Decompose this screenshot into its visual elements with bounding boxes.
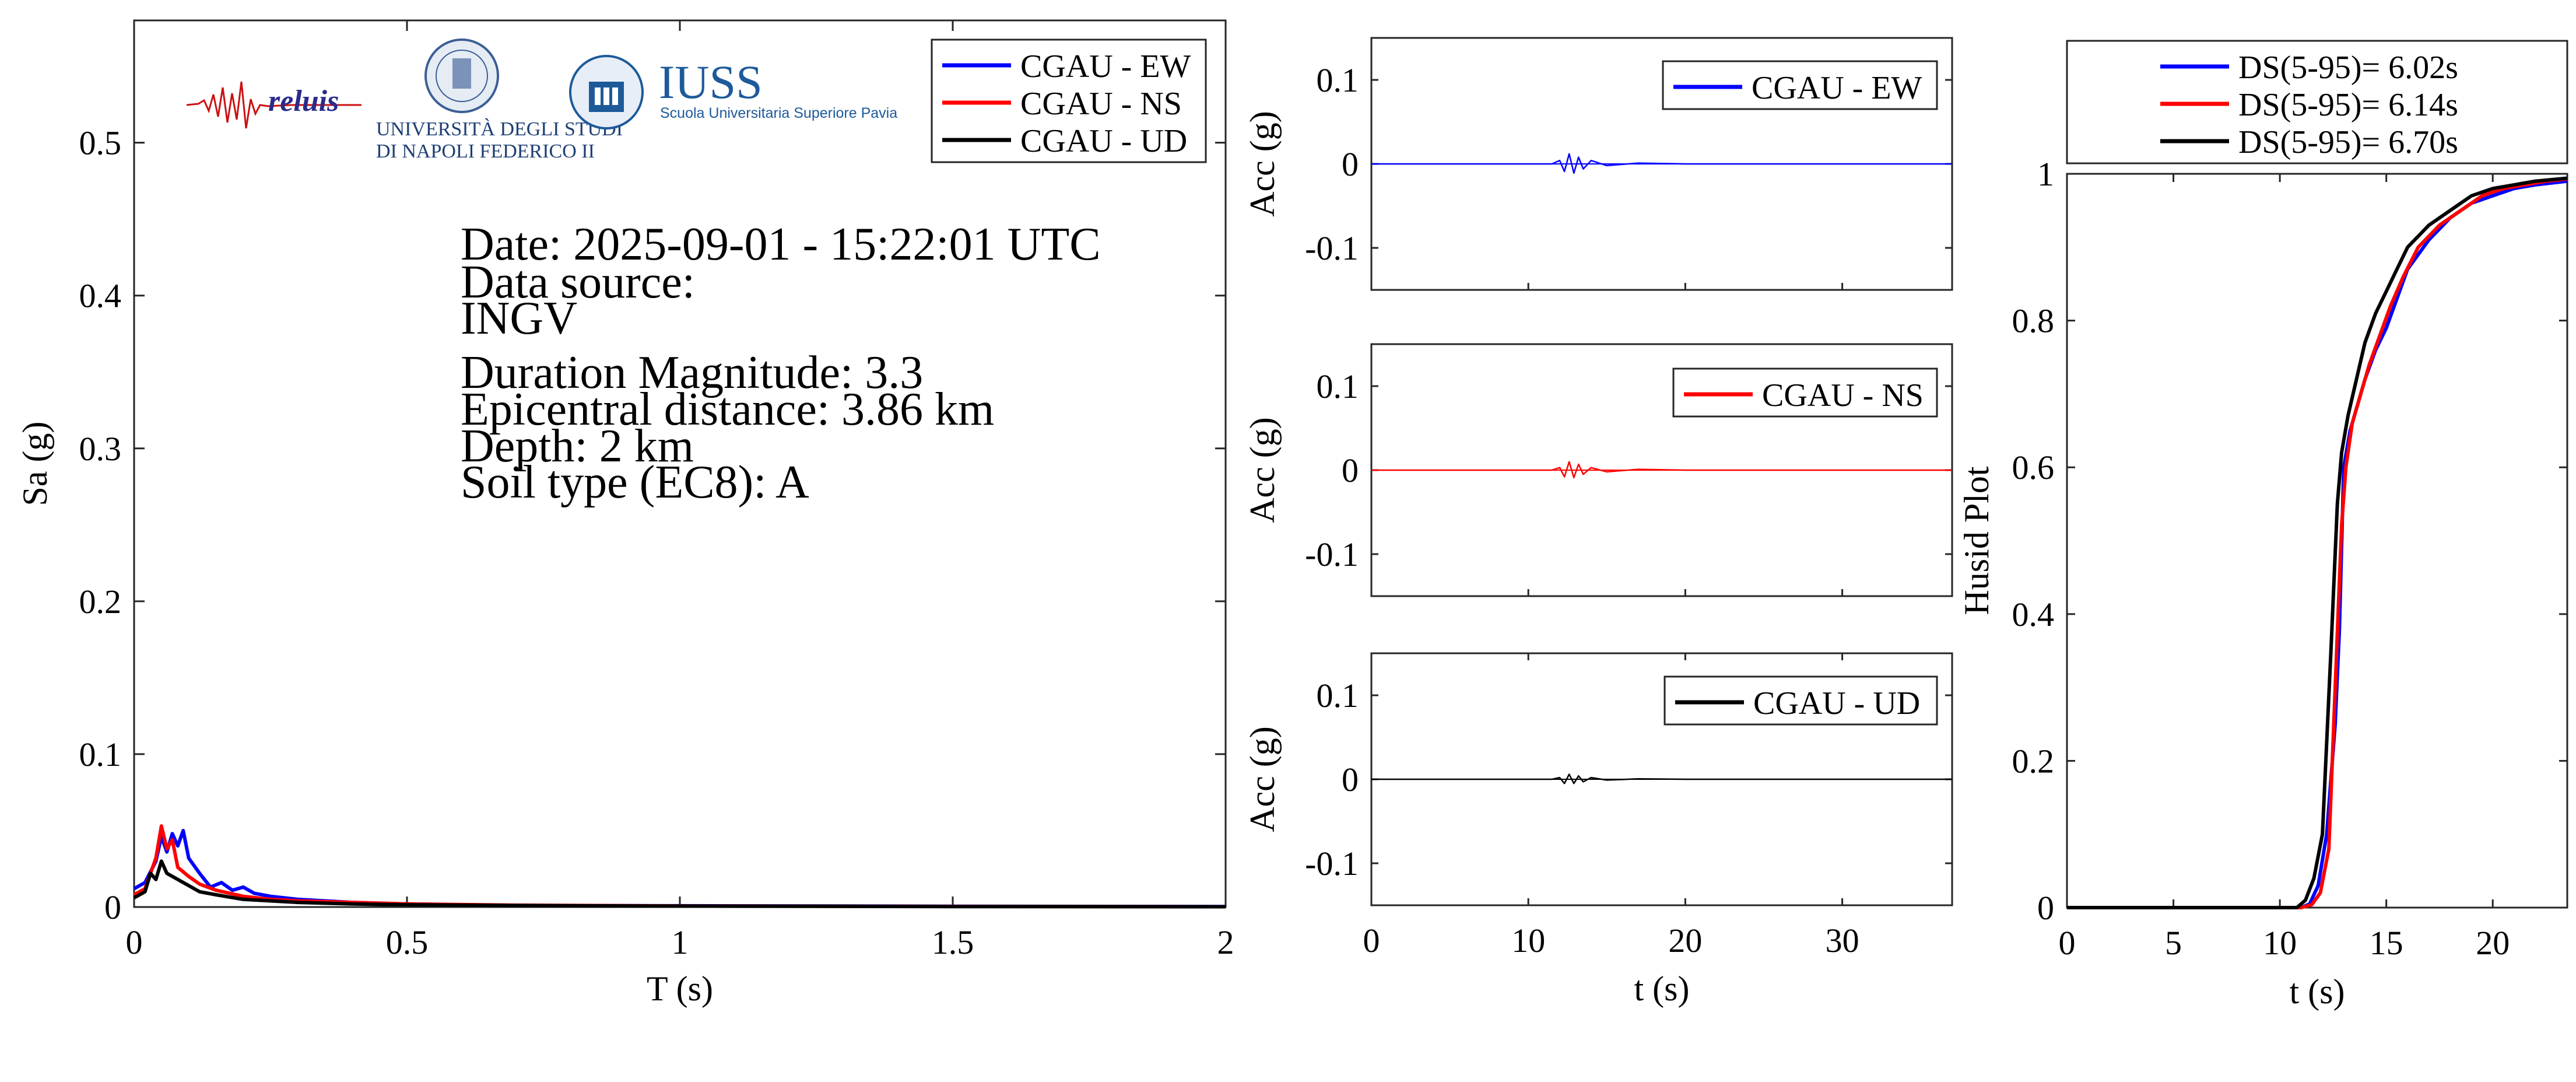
y-tick-label: 0 bbox=[104, 888, 121, 926]
y-tick-label: 0 bbox=[2037, 889, 2054, 927]
x-tick-label: 20 bbox=[1668, 922, 1702, 960]
husid-series bbox=[2067, 176, 2568, 909]
acc-ud-ticks: 0.1 0 -0.1 0 10 20 30 Acc (g) t (s) bbox=[1243, 653, 1952, 1008]
spectrum-ticks: 0 0.1 0.2 0.3 0.4 0.5 0 0.5 1 1.5 2 Sa (g) T (s) bbox=[16, 20, 1234, 1008]
y-tick-label: 0.3 bbox=[79, 430, 122, 468]
unina-logo: UNIVERSITÀ DEGLI STUDI DI NAPOLI FEDERIC… bbox=[376, 38, 623, 162]
spectrum-series bbox=[133, 824, 1226, 909]
acc-ns-series bbox=[1371, 461, 1952, 479]
y-axis-label: Sa (g) bbox=[16, 422, 54, 506]
info-source-label: Data source: bbox=[461, 257, 695, 308]
acc-ud-panel: 0.1 0 -0.1 0 10 20 30 Acc (g) t (s) bbox=[1243, 652, 1953, 1008]
y-axis-label: Husid Plot bbox=[1957, 466, 1996, 615]
series-line bbox=[133, 859, 1226, 909]
x-tick-label: 10 bbox=[2263, 924, 2297, 962]
info-source: INGV bbox=[461, 293, 577, 344]
x-tick-label: 15 bbox=[2370, 924, 2403, 962]
y-tick-label: 0.2 bbox=[2012, 742, 2055, 780]
y-tick-label: 0.4 bbox=[2012, 596, 2055, 633]
reluis-logo-text: reluis bbox=[268, 85, 339, 118]
legend-entry: DS(5-95)= 6.02s bbox=[2238, 50, 2458, 86]
x-tick-label: 0 bbox=[126, 923, 143, 961]
husid-axes-box bbox=[2066, 173, 2568, 909]
info-date: Date: 2025-09-01 - 15:22:01 UTC bbox=[461, 219, 1101, 270]
legend-entry: CGAU - UD bbox=[1753, 685, 1920, 722]
legend-entry: CGAU - EW bbox=[1752, 70, 1922, 106]
unina-line1: UNIVERSITÀ DEGLI STUDI bbox=[376, 118, 623, 140]
series-line bbox=[2067, 176, 2568, 909]
x-tick-label: 0.5 bbox=[386, 923, 429, 961]
event-info: Date: 2025-09-01 - 15:22:01 UTC Data sou… bbox=[461, 219, 1101, 508]
x-tick-label: 0 bbox=[1363, 922, 1380, 960]
x-tick-label: 10 bbox=[1511, 922, 1545, 960]
x-tick-label: 2 bbox=[1217, 923, 1234, 961]
y-tick-label: 0.5 bbox=[79, 124, 122, 162]
y-axis-label: Acc (g) bbox=[1243, 111, 1282, 217]
y-tick-label: 0.2 bbox=[79, 583, 122, 621]
y-tick-label: 0.1 bbox=[1317, 677, 1359, 715]
y-axis-label: Acc (g) bbox=[1243, 417, 1282, 523]
y-tick-label: 0.8 bbox=[2012, 302, 2055, 340]
y-tick-label: 0.1 bbox=[79, 736, 122, 773]
iuss-subtitle: Scuola Universitaria Superiore Pavia bbox=[660, 105, 897, 121]
x-tick-label: 30 bbox=[1826, 922, 1859, 960]
x-tick-label: 1 bbox=[672, 923, 689, 961]
y-tick-label: 0 bbox=[1342, 451, 1359, 489]
spectrum-axes-box bbox=[133, 19, 1227, 908]
info-magnitude: Duration Magnitude: 3.3 bbox=[461, 347, 923, 398]
x-axis-label: t (s) bbox=[1634, 969, 1690, 1008]
legend-entry: DS(5-95)= 6.14s bbox=[2238, 87, 2458, 123]
series-line bbox=[1371, 461, 1952, 479]
x-tick-label: 0 bbox=[2059, 924, 2076, 962]
x-axis-label: T (s) bbox=[647, 969, 713, 1008]
acc-ud-series bbox=[1371, 773, 1952, 785]
y-tick-label: 0.4 bbox=[79, 277, 122, 315]
acc-ew-series bbox=[1371, 153, 1952, 174]
legend-box bbox=[2066, 40, 2568, 164]
y-tick-label: 0.6 bbox=[2012, 449, 2055, 486]
unina-line2: DI NAPOLI FEDERICO II bbox=[376, 141, 595, 162]
acc-ew-ticks: 0.1 0 -0.1 Acc (g) bbox=[1243, 61, 1952, 290]
y-axis-label: Acc (g) bbox=[1243, 726, 1282, 832]
acc-ns-ticks: 0.1 0 -0.1 Acc (g) bbox=[1243, 367, 1952, 596]
x-tick-label: 5 bbox=[2165, 924, 2182, 962]
series-line bbox=[1371, 153, 1952, 174]
y-tick-label: 0 bbox=[1342, 145, 1359, 183]
x-tick-label: 20 bbox=[2476, 924, 2510, 962]
iuss-text: IUSS bbox=[659, 55, 763, 108]
legend-entry: DS(5-95)= 6.70s bbox=[2238, 124, 2458, 160]
legend-entry: CGAU - UD bbox=[1020, 123, 1187, 159]
legend-entry: CGAU - EW bbox=[1020, 48, 1191, 85]
info-distance: Epicentral distance: 3.86 km bbox=[461, 384, 994, 435]
legend-entry: CGAU - NS bbox=[1020, 86, 1182, 122]
x-tick-label: 1.5 bbox=[932, 923, 974, 961]
series-line bbox=[2067, 177, 2568, 909]
legend-entry: CGAU - NS bbox=[1762, 377, 1924, 414]
iuss-logo: IUSS Scuola Universitaria Superiore Pavi… bbox=[569, 55, 897, 129]
reluis-logo: reluis bbox=[186, 81, 362, 129]
info-soil: Soil type (EC8): A bbox=[461, 457, 809, 508]
y-tick-label: 0 bbox=[1342, 761, 1359, 799]
y-tick-label: 0.1 bbox=[1317, 367, 1359, 405]
y-tick-label: 1 bbox=[2037, 155, 2054, 193]
spectrum-panel: 0 0.1 0.2 0.3 0.4 0.5 0 0.5 1 1.5 2 Sa (g) T (s) rel… bbox=[16, 19, 1234, 1008]
y-tick-label: -0.1 bbox=[1305, 845, 1359, 883]
info-depth: Depth: 2 km bbox=[461, 421, 694, 472]
x-axis-label: t (s) bbox=[2290, 972, 2345, 1011]
y-tick-label: -0.1 bbox=[1305, 535, 1359, 573]
y-tick-label: -0.1 bbox=[1305, 229, 1359, 267]
y-tick-label: 0.1 bbox=[1317, 61, 1359, 99]
